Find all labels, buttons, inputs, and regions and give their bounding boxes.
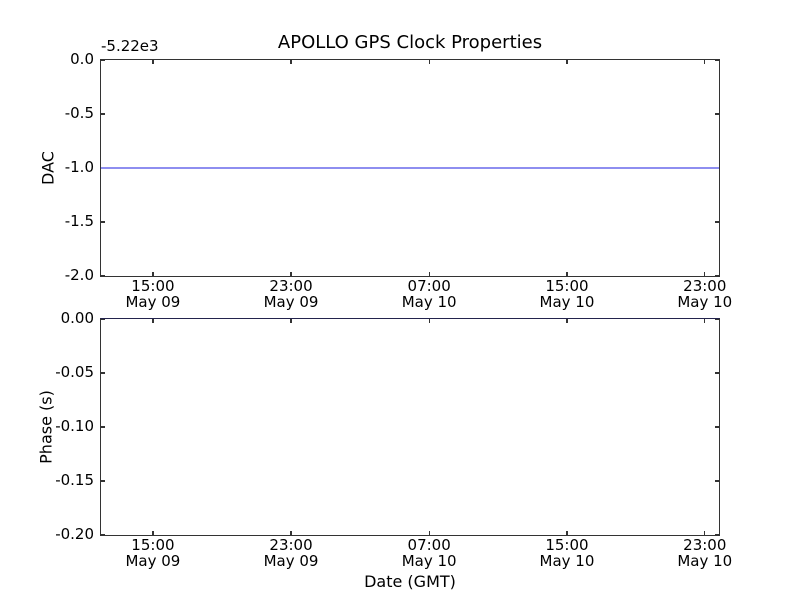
- phase-plot-area: 15:00 May 09 23:00 May 09 07:00 May 10 15:00 Ma…: [55, 310, 732, 569]
- data-line: [101, 167, 719, 169]
- y-tick-mark: [715, 480, 719, 482]
- y-tick-mark: [715, 274, 719, 276]
- x-tick-time: 23:00: [683, 536, 727, 554]
- x-tick-date: May 10: [401, 292, 457, 311]
- x-tick-label: 23:00 May 09: [226, 277, 356, 311]
- x-tick-mark: [428, 272, 430, 276]
- y-tick-mark: [101, 113, 105, 115]
- x-tick-mark: [566, 531, 568, 535]
- y-tick-mark: [715, 319, 719, 321]
- y-tick-mark: [715, 533, 719, 535]
- x-tick-mark: [428, 319, 430, 323]
- x-tick-mark: [428, 60, 430, 64]
- y-tick-mark: [101, 426, 105, 428]
- dac-plot-area: 15:00 May 09 23:00 May 09 07:00 May 10 15:00 Ma…: [65, 51, 733, 310]
- y-tick-mark: [715, 60, 719, 62]
- y-tick-label: 0.0: [70, 50, 94, 68]
- y-tick-label: -2.0: [64, 266, 94, 284]
- x-tick-date: May 10: [539, 292, 595, 311]
- x-tick-date: May 09: [125, 292, 181, 311]
- y-tick-mark: [101, 372, 105, 374]
- y-tick-label: -0.05: [55, 363, 94, 381]
- y-tick-label: -0.15: [55, 471, 94, 489]
- x-tick-time: 07:00: [407, 277, 451, 295]
- x-tick-mark: [566, 60, 568, 64]
- x-tick-label: 15:00 May 09: [88, 536, 218, 570]
- x-tick-mark: [290, 272, 292, 276]
- y-axis-offset-text: -5.22e3: [101, 37, 159, 55]
- x-tick-mark: [704, 272, 706, 276]
- x-tick-mark: [428, 531, 430, 535]
- y-tick-mark: [101, 480, 105, 482]
- x-tick-mark: [152, 272, 154, 276]
- x-tick-time: 15:00: [545, 536, 589, 554]
- x-tick-label: 23:00 May 09: [226, 536, 356, 570]
- y-tick-mark: [715, 426, 719, 428]
- x-tick-date: May 09: [263, 551, 319, 570]
- y-tick-label: -0.10: [55, 417, 94, 435]
- x-tick-label: 07:00 May 10: [364, 277, 494, 311]
- x-tick-time: 15:00: [545, 277, 589, 295]
- y-tick-mark: [101, 221, 105, 223]
- y-tick-label: -0.5: [64, 104, 94, 122]
- x-tick-mark: [290, 531, 292, 535]
- y-tick-label: 0.00: [60, 309, 94, 327]
- x-tick-mark: [290, 60, 292, 64]
- x-tick-mark: [152, 60, 154, 64]
- x-tick-label: 15:00 May 10: [502, 277, 632, 311]
- y-tick-mark: [715, 113, 719, 115]
- x-tick-time: 23:00: [683, 277, 727, 295]
- x-tick-mark: [704, 60, 706, 64]
- y-tick-label: -0.20: [55, 525, 94, 543]
- x-tick-date: May 10: [677, 292, 733, 311]
- x-tick-mark: [290, 319, 292, 323]
- x-tick-label: 15:00 May 09: [88, 277, 218, 311]
- y-tick-label: -1.5: [64, 212, 94, 230]
- x-tick-mark: [704, 531, 706, 535]
- x-tick-label: 07:00 May 10: [364, 536, 494, 570]
- x-tick-time: 07:00: [407, 536, 451, 554]
- x-tick-date: May 09: [125, 551, 181, 570]
- x-tick-time: 23:00: [269, 536, 313, 554]
- x-tick-date: May 10: [539, 551, 595, 570]
- y-tick-mark: [715, 221, 719, 223]
- x-tick-mark: [152, 531, 154, 535]
- y-tick-mark: [101, 319, 105, 321]
- y-tick-mark: [715, 372, 719, 374]
- x-tick-time: 23:00: [269, 277, 313, 295]
- x-tick-label: 23:00 May 10: [640, 277, 770, 311]
- x-tick-mark: [566, 272, 568, 276]
- chart-title: APOLLO GPS Clock Properties: [277, 32, 543, 53]
- y-tick-mark: [101, 60, 105, 62]
- x-tick-time: 15:00: [131, 277, 175, 295]
- y-tick-label: -1.0: [64, 158, 94, 176]
- x-tick-date: May 10: [401, 551, 457, 570]
- date-axis-label: Date (GMT): [364, 572, 456, 591]
- y-tick-mark: [101, 533, 105, 535]
- x-tick-time: 15:00: [131, 536, 175, 554]
- x-tick-label: 23:00 May 10: [640, 536, 770, 570]
- x-tick-date: May 09: [263, 292, 319, 311]
- x-tick-date: May 10: [677, 551, 733, 570]
- x-tick-mark: [704, 319, 706, 323]
- x-tick-mark: [566, 319, 568, 323]
- x-tick-label: 15:00 May 10: [502, 536, 632, 570]
- y-tick-mark: [101, 274, 105, 276]
- x-tick-mark: [152, 319, 154, 323]
